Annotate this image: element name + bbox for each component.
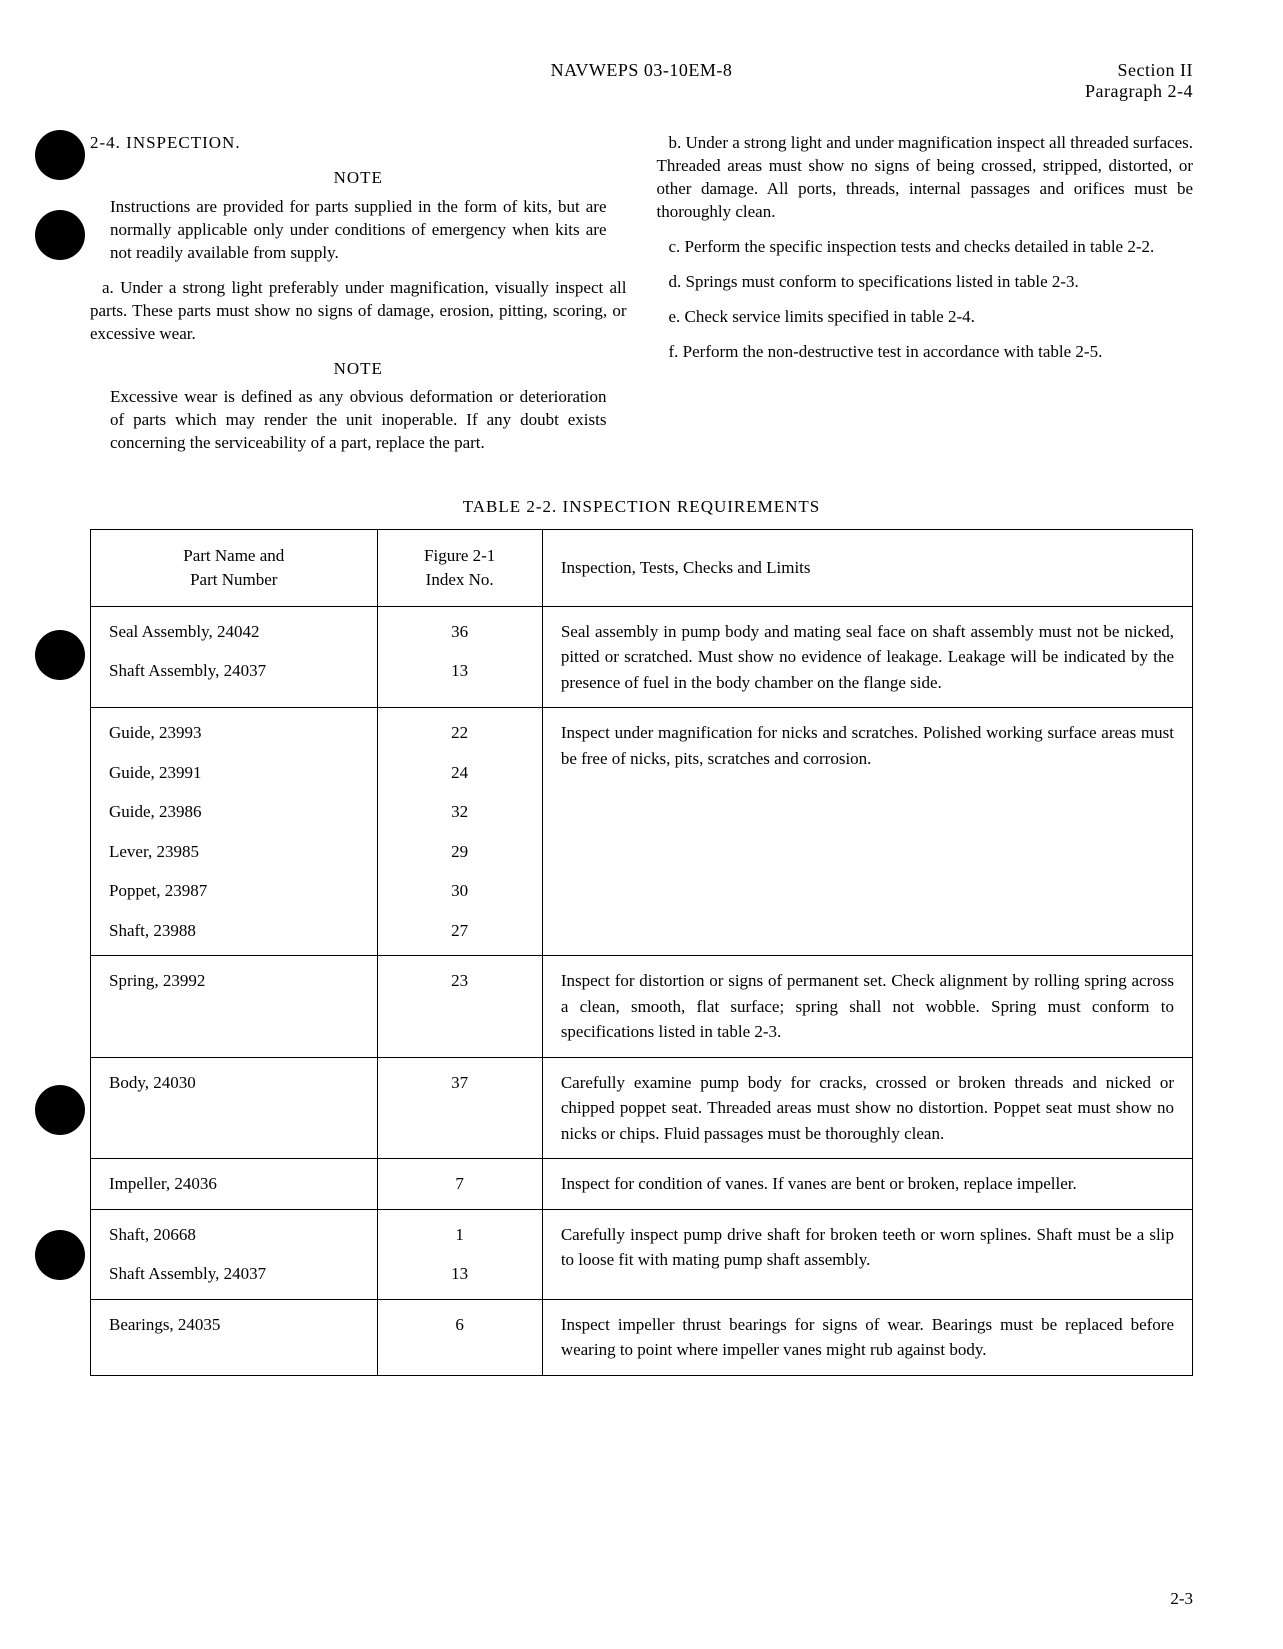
note-heading: NOTE <box>90 167 627 190</box>
part-name: Spring, 23992 <box>109 968 359 994</box>
table-cell-part: Seal Assembly, 24042 Shaft Assembly, 2403… <box>91 606 378 708</box>
left-column: 2-4. INSPECTION. NOTE Instructions are p… <box>90 132 627 467</box>
index-number: 23 <box>396 968 524 994</box>
table-cell-description: Carefully inspect pump drive shaft for b… <box>542 1209 1192 1299</box>
table-cell-description: Inspect under magnification for nicks an… <box>542 708 1192 956</box>
index-number: 32 <box>396 799 524 825</box>
inspection-table: Part Name and Part Number Figure 2-1 Ind… <box>90 529 1193 1376</box>
index-number: 24 <box>396 760 524 786</box>
right-column: b. Under a strong light and under magnif… <box>657 132 1194 467</box>
table-row: Body, 24030 37 Carefully examine pump body… <box>91 1057 1193 1159</box>
part-name: Bearings, 24035 <box>109 1312 359 1338</box>
part-name: Seal Assembly, 24042 <box>109 619 359 645</box>
table-cell-index: 23 <box>377 956 542 1058</box>
table-row: Bearings, 24035 6 Inspect impeller thrust … <box>91 1299 1193 1375</box>
section-label: Section II <box>1085 60 1193 81</box>
index-number: 13 <box>396 658 524 684</box>
table-cell-index: 37 <box>377 1057 542 1159</box>
paragraph-a: a. Under a strong light preferably under… <box>90 277 627 346</box>
note-heading: NOTE <box>90 358 627 381</box>
table-cell-description: Seal assembly in pump body and mating se… <box>542 606 1192 708</box>
page-header: NAVWEPS 03-10EM-8 Section II Paragraph 2… <box>90 60 1193 102</box>
section-heading: 2-4. INSPECTION. <box>90 132 627 155</box>
table-cell-description: Inspect for distortion or signs of perma… <box>542 956 1192 1058</box>
table-cell-part: Bearings, 24035 <box>91 1299 378 1375</box>
table-cell-part: Body, 24030 <box>91 1057 378 1159</box>
paragraph-c: c. Perform the specific inspection tests… <box>657 236 1194 259</box>
note-body: Instructions are provided for parts supp… <box>90 196 627 265</box>
part-name: Guide, 23986 <box>109 799 359 825</box>
part-name: Shaft Assembly, 24037 <box>109 658 359 684</box>
index-number: 27 <box>396 918 524 944</box>
part-name: Guide, 23991 <box>109 760 359 786</box>
index-number: 1 <box>396 1222 524 1248</box>
table-row: Impeller, 24036 7 Inspect for condition of… <box>91 1159 1193 1210</box>
part-name: Poppet, 23987 <box>109 878 359 904</box>
punch-hole <box>35 130 85 180</box>
table-cell-index: 36 13 <box>377 606 542 708</box>
paragraph-d: d. Springs must conform to specification… <box>657 271 1194 294</box>
punch-hole <box>35 630 85 680</box>
index-number: 13 <box>396 1261 524 1287</box>
index-number: 37 <box>396 1070 524 1096</box>
table-header-desc: Inspection, Tests, Checks and Limits <box>542 530 1192 607</box>
table-cell-index: 22 24 32 29 30 27 <box>377 708 542 956</box>
table-row: Spring, 23992 23 Inspect for distortion or… <box>91 956 1193 1058</box>
paragraph-label: Paragraph 2-4 <box>1085 81 1193 102</box>
table-cell-part: Guide, 23993 Guide, 23991 Guide, 23986 Leve… <box>91 708 378 956</box>
punch-hole <box>35 1085 85 1135</box>
paragraph-b: b. Under a strong light and under magnif… <box>657 132 1194 224</box>
part-name: Guide, 23993 <box>109 720 359 746</box>
text-columns: 2-4. INSPECTION. NOTE Instructions are p… <box>90 132 1193 467</box>
table-cell-index: 6 <box>377 1299 542 1375</box>
paragraph-e: e. Check service limits specified in tab… <box>657 306 1194 329</box>
part-name: Shaft, 23988 <box>109 918 359 944</box>
part-name: Body, 24030 <box>109 1070 359 1096</box>
index-number: 30 <box>396 878 524 904</box>
part-name: Shaft, 20668 <box>109 1222 359 1248</box>
part-name: Shaft Assembly, 24037 <box>109 1261 359 1287</box>
table-cell-part: Impeller, 24036 <box>91 1159 378 1210</box>
table-cell-index: 7 <box>377 1159 542 1210</box>
table-row: Shaft, 20668 Shaft Assembly, 24037 1 13 Care… <box>91 1209 1193 1299</box>
table-cell-description: Carefully examine pump body for cracks, … <box>542 1057 1192 1159</box>
table-cell-part: Spring, 23992 <box>91 956 378 1058</box>
table-title: TABLE 2-2. INSPECTION REQUIREMENTS <box>90 497 1193 517</box>
index-number: 6 <box>396 1312 524 1338</box>
punch-hole <box>35 210 85 260</box>
table-cell-part: Shaft, 20668 Shaft Assembly, 24037 <box>91 1209 378 1299</box>
index-number: 7 <box>396 1171 524 1197</box>
index-number: 22 <box>396 720 524 746</box>
table-cell-index: 1 13 <box>377 1209 542 1299</box>
table-row: Guide, 23993 Guide, 23991 Guide, 23986 Leve… <box>91 708 1193 956</box>
paragraph-f: f. Perform the non-destructive test in a… <box>657 341 1194 364</box>
page-number: 2-3 <box>1170 1589 1193 1609</box>
table-header-index: Figure 2-1 Index No. <box>377 530 542 607</box>
table-row: Seal Assembly, 24042 Shaft Assembly, 2403… <box>91 606 1193 708</box>
part-name: Lever, 23985 <box>109 839 359 865</box>
punch-hole <box>35 1230 85 1280</box>
table-cell-description: Inspect impeller thrust bearings for sig… <box>542 1299 1192 1375</box>
part-name: Impeller, 24036 <box>109 1171 359 1197</box>
index-number: 29 <box>396 839 524 865</box>
doc-id: NAVWEPS 03-10EM-8 <box>551 60 733 81</box>
note-body: Excessive wear is defined as any obvious… <box>90 386 627 455</box>
table-header-part: Part Name and Part Number <box>91 530 378 607</box>
table-cell-description: Inspect for condition of vanes. If vanes… <box>542 1159 1192 1210</box>
index-number: 36 <box>396 619 524 645</box>
